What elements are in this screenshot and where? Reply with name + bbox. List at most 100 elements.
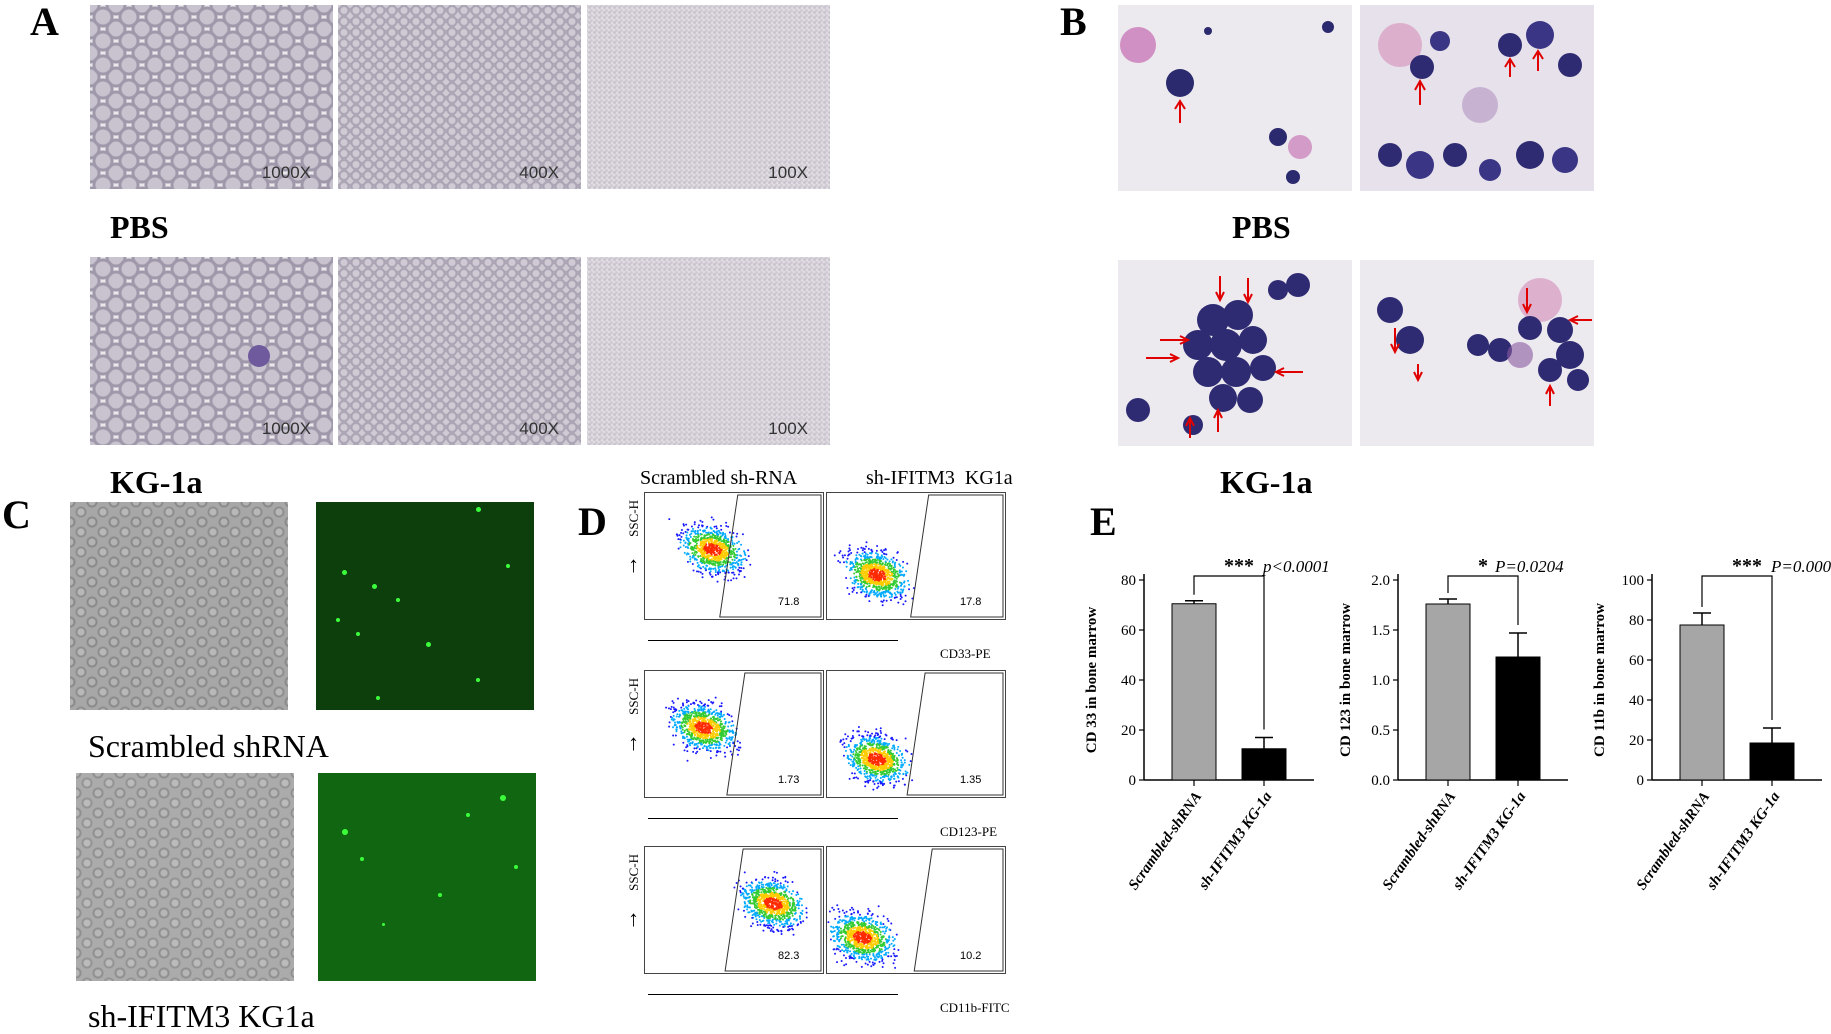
- facs-event: [709, 723, 711, 725]
- facs-event: [885, 564, 887, 566]
- facs-event: [705, 532, 707, 534]
- facs-event: [713, 727, 715, 729]
- facs-event: [846, 587, 848, 589]
- facs-event: [696, 725, 698, 727]
- facs-event: [842, 910, 844, 912]
- facs-event: [713, 711, 715, 713]
- facs-event: [856, 557, 858, 559]
- facs-event: [889, 779, 891, 781]
- facs-event: [715, 571, 717, 573]
- facs-event: [701, 533, 703, 535]
- facs-event: [719, 724, 721, 726]
- facs-event: [682, 729, 684, 731]
- facs-event: [731, 559, 733, 561]
- facs-event: [712, 556, 714, 558]
- facs-event: [712, 719, 714, 721]
- facs-event: [875, 583, 877, 585]
- facs-event: [698, 709, 700, 711]
- facs-event: [888, 774, 890, 776]
- leukemic-cell: [248, 345, 270, 367]
- facs-event: [874, 753, 876, 755]
- facs-event: [861, 740, 863, 742]
- facs-event: [897, 588, 899, 590]
- facs-event: [894, 755, 896, 757]
- facs-event: [866, 541, 868, 543]
- facs-event: [756, 903, 758, 905]
- facs-event: [880, 758, 882, 760]
- facs-event: [711, 737, 713, 739]
- facs-event: [788, 929, 790, 931]
- facs-event: [863, 761, 865, 763]
- facs-event: [884, 932, 886, 934]
- facs-event: [864, 785, 866, 787]
- facs-event: [762, 889, 764, 891]
- facs-event: [697, 532, 699, 534]
- facs-event: [894, 597, 896, 599]
- facs-event: [690, 742, 692, 744]
- facs-event: [901, 596, 903, 598]
- facs-event: [850, 552, 852, 554]
- facs-event: [737, 569, 739, 571]
- facs-event: [695, 699, 697, 701]
- facs-event: [723, 730, 725, 732]
- facs-event: [892, 771, 894, 773]
- facs-event: [866, 734, 868, 736]
- facs-event: [890, 566, 892, 568]
- facs-event: [707, 550, 709, 552]
- facs-event: [851, 569, 853, 571]
- facs-event: [713, 530, 715, 532]
- magnification-label: 100X: [768, 163, 808, 183]
- facs-event: [716, 527, 718, 529]
- facs-event: [892, 560, 894, 562]
- facs-event: [885, 586, 887, 588]
- facs-event: [732, 736, 734, 738]
- facs-event: [730, 750, 732, 752]
- facs-event: [727, 526, 729, 528]
- facs-event: [856, 748, 858, 750]
- facs-event: [907, 580, 909, 582]
- facs-event: [880, 580, 882, 582]
- facs-event: [866, 753, 868, 755]
- facs-event: [853, 777, 855, 779]
- facs-event: [719, 719, 721, 721]
- facs-event: [678, 548, 680, 550]
- facs-event: [847, 558, 849, 560]
- facs-event: [783, 914, 785, 916]
- facs-event: [901, 762, 903, 764]
- facs-event: [700, 707, 702, 709]
- facs-event: [793, 923, 795, 925]
- facs-event: [714, 536, 716, 538]
- facs-event: [711, 725, 713, 727]
- facs-event: [671, 700, 673, 702]
- facs-event: [699, 725, 701, 727]
- facs-event: [724, 533, 726, 535]
- facs-event: [711, 744, 713, 746]
- facs-event: [771, 901, 773, 903]
- facs-event: [699, 529, 701, 531]
- facs-event: [710, 532, 712, 534]
- facs-event: [890, 760, 892, 762]
- micrograph-pbs-400x: 400X: [338, 5, 581, 189]
- facs-event: [754, 902, 756, 904]
- facs-event: [911, 779, 913, 781]
- facs-event: [872, 581, 874, 583]
- facs-event: [906, 563, 908, 565]
- facs-event: [864, 570, 866, 572]
- facs-event: [785, 894, 787, 896]
- facs-event: [897, 759, 899, 761]
- facs-event: [853, 759, 855, 761]
- facs-y-axis-label: SSC-H: [626, 678, 642, 715]
- facs-event: [676, 726, 678, 728]
- facs-event: [711, 554, 713, 556]
- facs-event: [879, 926, 881, 928]
- facs-event: [855, 767, 857, 769]
- facs-event: [707, 537, 709, 539]
- facs-event: [673, 744, 675, 746]
- facs-event: [895, 594, 897, 596]
- facs-event: [694, 523, 696, 525]
- facs-event: [701, 524, 703, 526]
- facs-event: [748, 897, 750, 899]
- facs-event: [880, 574, 882, 576]
- facs-event: [856, 950, 858, 952]
- facs-event: [717, 573, 719, 575]
